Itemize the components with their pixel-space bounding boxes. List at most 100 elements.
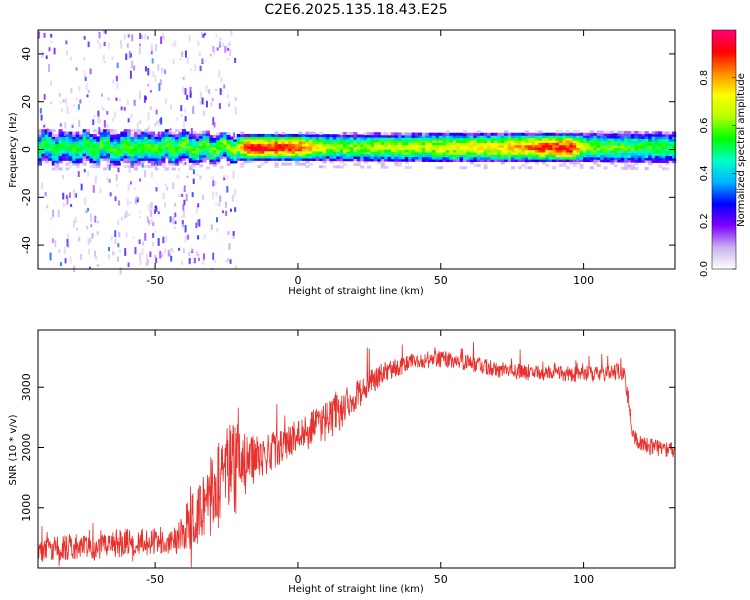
spectrogram-cell xyxy=(274,155,279,159)
spectrogram-cell xyxy=(103,138,108,142)
spectrogram-cell xyxy=(593,161,598,165)
spectrogram-cell xyxy=(115,97,118,101)
spectrogram-cell xyxy=(195,133,200,137)
spectrogram-cell xyxy=(154,160,159,164)
spectrogram-cell xyxy=(103,150,108,154)
spectrogram-cell xyxy=(476,132,481,136)
spectrogram-cell xyxy=(89,68,92,75)
spectrogram-cell xyxy=(48,141,53,145)
spectrogram-cell xyxy=(298,150,303,154)
spectrogram-cell xyxy=(135,195,138,200)
spectrogram-cell xyxy=(137,148,142,152)
spectrogram-cell xyxy=(589,154,594,158)
spectrogram-cell xyxy=(637,143,642,147)
spectrogram-cell xyxy=(373,132,378,136)
spectrogram-cell xyxy=(65,195,68,199)
spectrogram-cell xyxy=(356,136,361,140)
spectrogram-cell xyxy=(213,122,216,128)
spectrogram-cell xyxy=(541,149,546,153)
spectrogram-cell xyxy=(68,131,73,135)
spectrogram-cell xyxy=(253,150,258,154)
spectrogram-cell xyxy=(490,132,495,136)
spectrogram-cell xyxy=(367,153,372,157)
spectrogram-cell xyxy=(439,147,444,151)
spectrogram-cell xyxy=(58,167,63,171)
spectrogram-cell xyxy=(295,141,300,145)
spectrogram-cell xyxy=(68,141,73,145)
spectrogram-cell xyxy=(99,133,104,137)
spectrogram-cell xyxy=(301,153,306,157)
spectrogram-cell xyxy=(89,143,94,147)
spectrogram-cell xyxy=(85,141,91,145)
spectrogram-cell xyxy=(161,138,166,142)
spectrogram-cell xyxy=(233,138,238,142)
spectrogram-cell xyxy=(528,144,533,148)
spectrogram-cell xyxy=(277,141,282,145)
spectrogram-cell xyxy=(545,149,550,153)
spectrogram-cell xyxy=(72,220,75,228)
spectrogram-cell xyxy=(648,150,653,154)
spectrogram-cell xyxy=(627,142,632,146)
spectrogram-cell xyxy=(171,131,176,135)
spectrogram-cell xyxy=(517,159,522,163)
spectrogram-cell xyxy=(162,32,165,39)
spectrogram-cell xyxy=(329,143,334,147)
spectrogram-cell xyxy=(146,216,149,223)
spectrogram-cell xyxy=(634,154,639,158)
spectrogram-cell xyxy=(507,135,512,139)
spectrogram-cell xyxy=(634,166,639,170)
spectrogram-cell xyxy=(216,139,221,143)
spectrogram-cell xyxy=(415,137,420,141)
spectrogram-cell xyxy=(531,156,536,160)
spectrogram-cell xyxy=(144,148,149,152)
spectrogram-cell xyxy=(82,143,87,147)
spectrogram-cell xyxy=(627,164,632,168)
spectrogram-cell xyxy=(190,247,193,252)
spectrogram-cell xyxy=(380,156,385,160)
spectrogram-cell xyxy=(401,153,406,157)
spectrogram-cell xyxy=(445,139,450,143)
spectrogram-cell xyxy=(182,248,185,254)
spectrogram-cell xyxy=(456,151,461,155)
spectrogram-cell xyxy=(264,153,269,157)
spectrogram-cell xyxy=(487,156,492,160)
spectrogram-cell xyxy=(610,154,615,158)
spectrogram-cell xyxy=(538,154,543,158)
spectrogram-cell xyxy=(466,137,471,141)
spectrogram-cell xyxy=(157,131,160,139)
spectrogram-cell xyxy=(188,152,193,156)
spectrogram-cell xyxy=(257,157,262,161)
spectrogram-cell xyxy=(607,156,612,160)
spectrogram-cell xyxy=(339,139,344,143)
spectrogram-cell xyxy=(61,157,67,161)
spectrogram-cell xyxy=(102,108,105,111)
spectrogram-cell xyxy=(225,210,228,217)
spectrogram-cell xyxy=(188,258,191,264)
spectrogram-cell xyxy=(257,153,262,157)
spectrogram-cell xyxy=(64,121,67,125)
spectrogram-cell xyxy=(617,145,622,149)
spectrogram-cell xyxy=(192,155,197,159)
spectrogram-cell xyxy=(133,136,139,140)
spectrogram-cell xyxy=(233,132,236,138)
spectrogram-cell xyxy=(82,150,87,154)
spectrogram-cell xyxy=(641,147,646,151)
spectrogram-cell xyxy=(298,153,303,157)
spectrogram-cell xyxy=(123,131,128,135)
spectrogram-cell xyxy=(147,143,152,147)
spectrogram-cell xyxy=(305,157,310,161)
spectrogram-cell xyxy=(435,144,440,148)
spectrogram-cell xyxy=(108,178,111,183)
spectrogram-cell xyxy=(480,156,485,160)
spectrogram-cell xyxy=(192,140,197,144)
spectrogram-cell xyxy=(305,136,310,140)
spectrogram-cell xyxy=(514,147,519,151)
spectrogram-cell xyxy=(219,156,224,160)
spectrogram-cell xyxy=(154,148,159,152)
spectrogram-cell xyxy=(490,151,495,155)
spectrogram-cell xyxy=(487,147,492,151)
spectrogram-cell xyxy=(346,155,351,159)
spectrogram-cell xyxy=(620,138,625,142)
spectrogram-cell xyxy=(555,159,560,163)
spectrogram-cell xyxy=(58,92,61,97)
